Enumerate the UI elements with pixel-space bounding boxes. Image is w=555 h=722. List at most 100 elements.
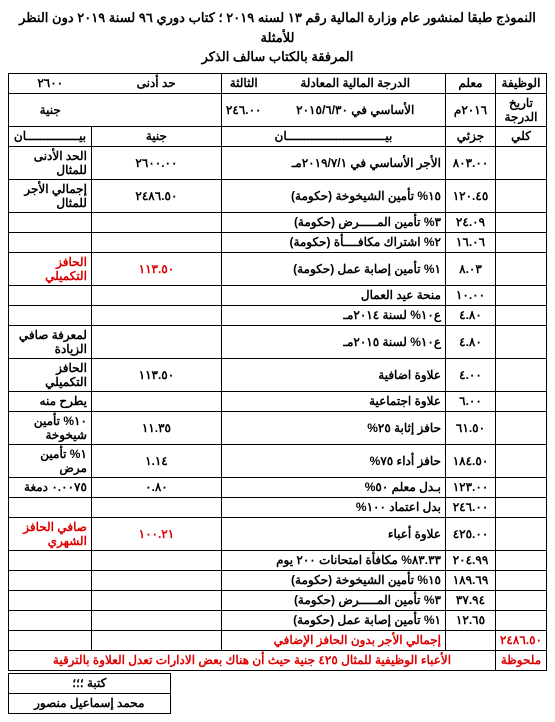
cell-juzi: ١٠.٠٠ bbox=[445, 285, 495, 305]
cell-desc: ١٥% تأمين الشيخوخة (حكومة) bbox=[221, 570, 445, 590]
cell-desc2 bbox=[9, 570, 92, 590]
table-row: ٣٧.٩٤٣% تأمين المـــــرض (حكومة) bbox=[9, 590, 547, 610]
cell-desc: علاوة اجتماعية bbox=[221, 391, 445, 411]
base-label: الأساسي في ٢٠١٥/٦/٣٠ bbox=[265, 93, 445, 126]
cell-juzi: ٨.٠٣ bbox=[445, 252, 495, 285]
cell-kulli bbox=[495, 212, 546, 232]
cell-desc: ع١٠% لسنة ٢٠١٤مـ bbox=[221, 305, 445, 325]
cell-desc: بـدل معلم ٥٠% bbox=[221, 477, 445, 497]
col-kulli: كلي bbox=[495, 126, 546, 146]
cell-kulli bbox=[495, 232, 546, 252]
cell-juneh bbox=[91, 305, 221, 325]
cell-juneh bbox=[91, 391, 221, 411]
job-label: الوظيفة bbox=[495, 73, 546, 93]
cell-kulli bbox=[495, 285, 546, 305]
cell-desc2 bbox=[9, 305, 92, 325]
cell-desc2 bbox=[9, 212, 92, 232]
cell-desc2 bbox=[9, 497, 92, 517]
note-label: ملحوظة bbox=[495, 650, 546, 670]
cell-juneh: ١.١٤ bbox=[91, 444, 221, 477]
col-juneh: جنية bbox=[91, 126, 221, 146]
min-value: ٢٦٠٠ bbox=[9, 73, 92, 93]
cell-desc2 bbox=[9, 285, 92, 305]
cell-juneh: ١٠٠.٢١ bbox=[91, 517, 221, 550]
cell-juzi: ٦.٠٠ bbox=[445, 391, 495, 411]
note-text: الأعباء الوظيفية للمثال ٤٢٥ جنية حيث أن … bbox=[9, 650, 496, 670]
header-line2: المرفقة بالكتاب سالف الذكر bbox=[202, 49, 354, 64]
cell-juneh bbox=[91, 285, 221, 305]
col-bayan: بيــــــــــــــــــــــــــــان bbox=[221, 126, 445, 146]
cell-desc: ١% تأمين إصابة عمل (حكومة) bbox=[221, 252, 445, 285]
table-row: ٢٤٦.٠٠بدل اعتماد ١٠٠% bbox=[9, 497, 547, 517]
cell-desc: علاوة اضافية bbox=[221, 358, 445, 391]
cell-kulli bbox=[495, 391, 546, 411]
min-label: حد أدنى bbox=[91, 73, 221, 93]
cell-juzi: ١٢٠.٤٥ bbox=[445, 179, 495, 212]
cell-juzi: ٤.٨٠ bbox=[445, 325, 495, 358]
total-desc: إجمالي الأجر بدون الحافز الإضافي bbox=[221, 630, 445, 650]
cell-juzi: ٤.٠٠ bbox=[445, 358, 495, 391]
cell-desc2: يطرح منه bbox=[9, 391, 92, 411]
table-row: ٢٠٤.٩٩٨٣.٣٣% مكافأة امتحانات ٢٠٠ يوم bbox=[9, 550, 547, 570]
cell-juneh: ١١٣.٥٠ bbox=[91, 252, 221, 285]
cell-kulli bbox=[495, 477, 546, 497]
table-row: ٨.٠٣١% تأمين إصابة عمل (حكومة)١١٣.٥٠الحا… bbox=[9, 252, 547, 285]
page-header: النموذج طبقا لمنشور عام وزارة المالية رق… bbox=[8, 8, 547, 67]
cell-desc2: ١٠% تأمين شيخوخة bbox=[9, 411, 92, 444]
cell-desc2 bbox=[9, 610, 92, 630]
cell-juzi: ١٦.٠٦ bbox=[445, 232, 495, 252]
cell-desc2 bbox=[9, 590, 92, 610]
cell-juneh bbox=[91, 590, 221, 610]
cell-desc2: لمعرفة صافي الزيادة bbox=[9, 325, 92, 358]
table-row: ٨٠٣.٠٠الأجر الأساسي في ٢٠١٩/٧/١مـ٢٦٠٠.٠٠… bbox=[9, 146, 547, 179]
cell-kulli bbox=[495, 517, 546, 550]
cell-kulli bbox=[495, 252, 546, 285]
juneh-label: جنية bbox=[9, 93, 92, 126]
base-value: ٢٤٦.٠٠ bbox=[221, 93, 265, 126]
cell-juneh bbox=[91, 610, 221, 630]
cell-kulli bbox=[495, 305, 546, 325]
table-row: ١٠.٠٠منحة عيد العمال bbox=[9, 285, 547, 305]
table-row: ٤٢٥.٠٠علاوة أعباء١٠٠.٢١صافي الحافز الشهر… bbox=[9, 517, 547, 550]
table-row: ٤.٨٠ع١٠% لسنة ٢٠١٥مـلمعرفة صافي الزيادة bbox=[9, 325, 547, 358]
cell-desc: منحة عيد العمال bbox=[221, 285, 445, 305]
table-row: ٤.٨٠ع١٠% لسنة ٢٠١٤مـ bbox=[9, 305, 547, 325]
cell-desc2: إجمالي الأجر للمثال bbox=[9, 179, 92, 212]
cell-juneh: ٢٦٠٠.٠٠ bbox=[91, 146, 221, 179]
cell-juneh: ١١.٣٥ bbox=[91, 411, 221, 444]
date-label: تاريخ الدرجة bbox=[495, 93, 546, 126]
cell-desc: بدل اعتماد ١٠٠% bbox=[221, 497, 445, 517]
cell-juzi: ٢٤.٠٩ bbox=[445, 212, 495, 232]
cell-juneh: ٢٤٨٦.٥٠ bbox=[91, 179, 221, 212]
total-kulli: ٢٤٨٦.٥٠ bbox=[495, 630, 546, 650]
table-row: ١٢.٦٥١% تأمين إصابة عمل (حكومة) bbox=[9, 610, 547, 630]
cell-kulli bbox=[495, 590, 546, 610]
cell-juzi: ٣٧.٩٤ bbox=[445, 590, 495, 610]
sign-l1: كتبة ؛؛؛ bbox=[9, 673, 171, 693]
table-row: ٤.٠٠علاوة اضافية١١٣.٥٠الحافز التكميلي bbox=[9, 358, 547, 391]
cell-desc: ٣% تأمين المـــــرض (حكومة) bbox=[221, 590, 445, 610]
table-row: ٢٤.٠٩٣% تأمين المـــــرض (حكومة) bbox=[9, 212, 547, 232]
cell-desc: علاوة أعباء bbox=[221, 517, 445, 550]
cell-juzi: ٤٢٥.٠٠ bbox=[445, 517, 495, 550]
cell-kulli bbox=[495, 325, 546, 358]
grade-value: الثالثة bbox=[221, 73, 265, 93]
cell-kulli bbox=[495, 550, 546, 570]
cell-desc2: الحد الأدنى للمثال bbox=[9, 146, 92, 179]
cell-juzi: ١٢٣.٠٠ bbox=[445, 477, 495, 497]
cell-juzi: ٦١.٥٠ bbox=[445, 411, 495, 444]
cell-juzi: ١٨٩.٦٩ bbox=[445, 570, 495, 590]
cell-desc2: الحافز التكميلي bbox=[9, 252, 92, 285]
cell-kulli bbox=[495, 570, 546, 590]
cell-kulli bbox=[495, 179, 546, 212]
cell-desc: ١% تأمين إصابة عمل (حكومة) bbox=[221, 610, 445, 630]
cell-kulli bbox=[495, 497, 546, 517]
cell-juzi: ٢٠٤.٩٩ bbox=[445, 550, 495, 570]
col-juzi: جزئي bbox=[445, 126, 495, 146]
cell-juzi: ٤.٨٠ bbox=[445, 305, 495, 325]
cell-desc2: صافي الحافز الشهري bbox=[9, 517, 92, 550]
cell-desc: ١٥% تأمين الشيخوخة (حكومة) bbox=[221, 179, 445, 212]
cell-juzi: ٢٤٦.٠٠ bbox=[445, 497, 495, 517]
cell-juneh: ١١٣.٥٠ bbox=[91, 358, 221, 391]
cell-kulli bbox=[495, 358, 546, 391]
